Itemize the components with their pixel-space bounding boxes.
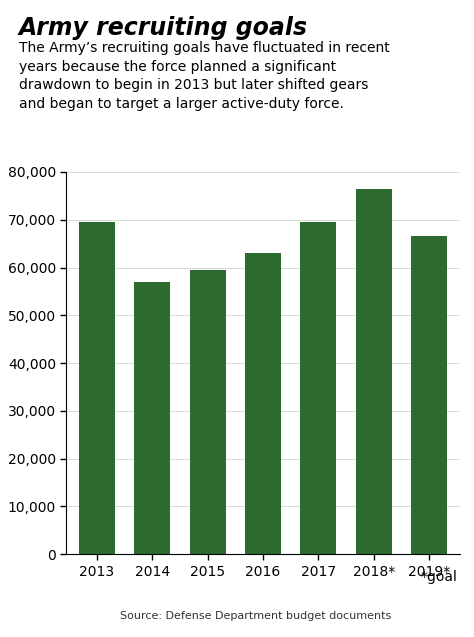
Text: The Army’s recruiting goals have fluctuated in recent
years because the force pl: The Army’s recruiting goals have fluctua… <box>19 41 390 111</box>
Bar <box>411 236 447 554</box>
Bar <box>356 189 392 554</box>
Bar <box>190 270 226 554</box>
Bar <box>301 222 337 554</box>
Bar <box>79 222 115 554</box>
Text: Army recruiting goals: Army recruiting goals <box>19 16 308 40</box>
Text: *goal: *goal <box>420 570 457 584</box>
Bar <box>134 282 170 554</box>
Bar <box>245 253 281 554</box>
Text: Source: Defense Department budget documents: Source: Defense Department budget docume… <box>120 611 392 621</box>
